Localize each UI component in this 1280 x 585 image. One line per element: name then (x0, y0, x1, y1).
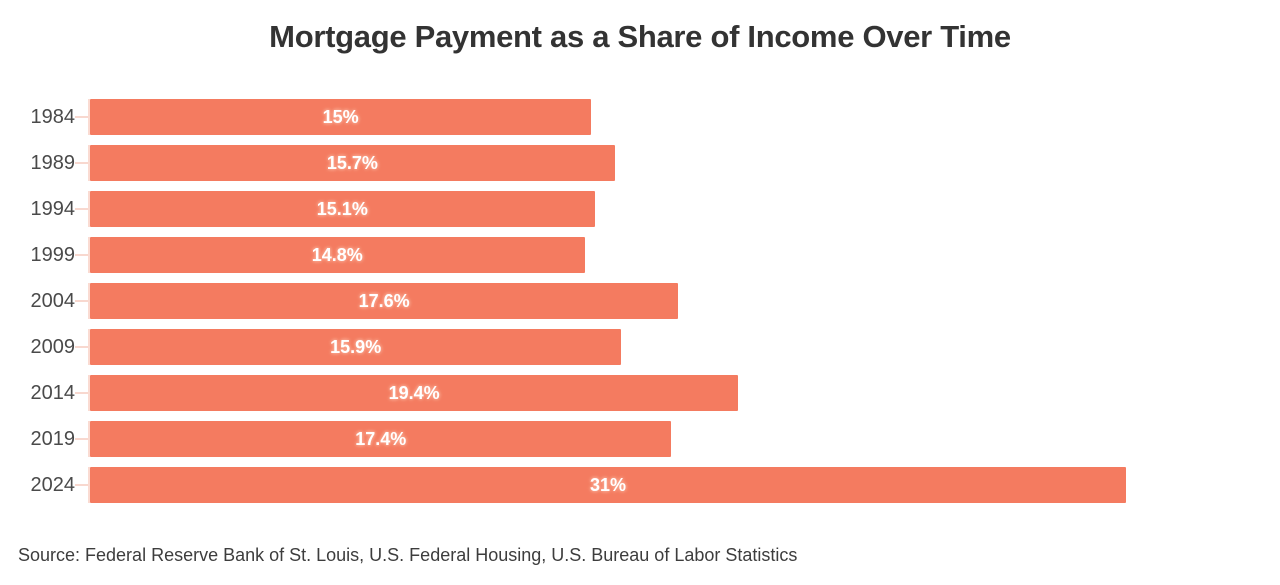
y-axis-tick-label: 2014 (30, 381, 76, 404)
bar: 15% (90, 99, 592, 135)
bar-track: 15% (88, 99, 1126, 135)
bar-value-label: 31% (589, 474, 627, 495)
source-note: Source: Federal Reserve Bank of St. Loui… (18, 545, 798, 565)
bar-value-label: 14.8% (311, 244, 363, 265)
axis-tick (75, 116, 88, 118)
bar: 14.8% (90, 237, 585, 273)
bar-track: 14.8% (88, 237, 1126, 273)
bar-row: 1994 15.1% (0, 186, 1280, 232)
bar-chart: 1984 15% 1989 15.7% 1994 15.1% 1999 14.8% 2004 17… (0, 94, 1280, 508)
axis-tick (75, 346, 88, 348)
bar-row: 2024 31% (0, 462, 1280, 508)
y-axis-tick-label: 1999 (30, 243, 76, 266)
axis-tick (75, 392, 88, 394)
bar-value-label: 17.4% (355, 428, 407, 449)
axis-tick (75, 254, 88, 256)
bar-row: 1989 15.7% (0, 140, 1280, 186)
bar-row: 2019 17.4% (0, 416, 1280, 462)
bar: 17.6% (90, 283, 679, 319)
bar-value-label: 15.1% (316, 198, 368, 219)
axis-tick (75, 208, 88, 210)
axis-tick (75, 438, 88, 440)
y-axis-tick-label: 2009 (30, 335, 76, 358)
bar: 15.9% (90, 329, 622, 365)
bar-row: 2014 19.4% (0, 370, 1280, 416)
bar: 17.4% (90, 421, 672, 457)
bar-value-label: 17.6% (358, 290, 410, 311)
bar-value-label: 15% (322, 106, 359, 127)
y-axis-tick-label: 2019 (30, 427, 76, 450)
bar: 15.1% (90, 191, 595, 227)
bar-row: 2009 15.9% (0, 324, 1280, 370)
bar-value-label: 15.9% (330, 336, 382, 357)
y-axis-tick-label: 2004 (30, 289, 76, 312)
bar-row: 2004 17.6% (0, 278, 1280, 324)
y-axis-tick-label: 1994 (30, 197, 76, 220)
bar-track: 31% (88, 467, 1126, 503)
bar-track: 15.1% (88, 191, 1126, 227)
y-axis-tick-label: 2024 (30, 473, 76, 496)
bar-row: 1999 14.8% (0, 232, 1280, 278)
bar: 31% (90, 467, 1126, 503)
chart-title: Mortgage Payment as a Share of Income Ov… (269, 19, 1011, 54)
bar-track: 15.9% (88, 329, 1126, 365)
bar-track: 15.7% (88, 145, 1126, 181)
axis-tick (75, 484, 88, 486)
bar-track: 19.4% (88, 375, 1126, 411)
bar-value-label: 15.7% (326, 152, 378, 173)
bar: 15.7% (90, 145, 615, 181)
y-axis-tick-label: 1984 (30, 105, 76, 128)
bar-row: 1984 15% (0, 94, 1280, 140)
bar-track: 17.6% (88, 283, 1126, 319)
axis-tick (75, 300, 88, 302)
axis-tick (75, 162, 88, 164)
bar-value-label: 19.4% (388, 382, 440, 403)
y-axis-tick-label: 1989 (30, 151, 76, 174)
bar: 19.4% (90, 375, 739, 411)
bar-track: 17.4% (88, 421, 1126, 457)
